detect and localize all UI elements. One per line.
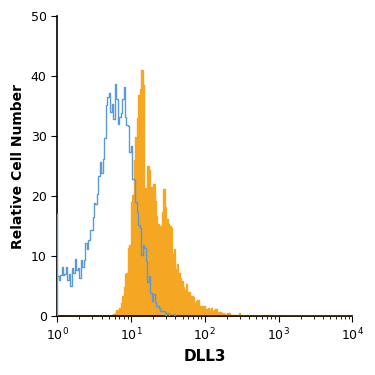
Y-axis label: Relative Cell Number: Relative Cell Number xyxy=(11,84,25,249)
X-axis label: DLL3: DLL3 xyxy=(183,349,226,364)
